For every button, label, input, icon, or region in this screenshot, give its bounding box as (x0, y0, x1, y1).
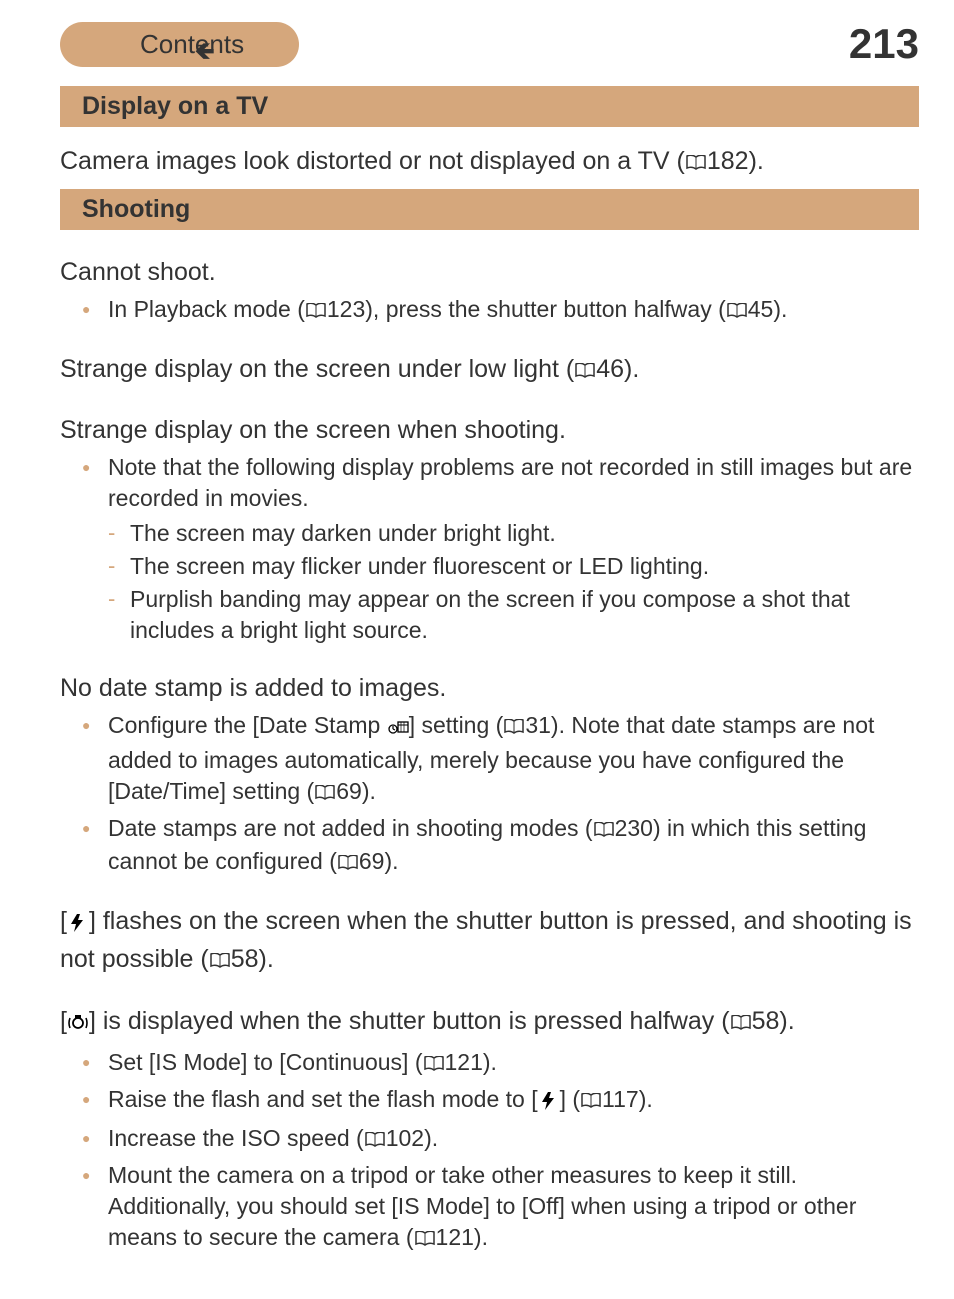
list-item: Note that the following display problems… (60, 452, 919, 646)
page-ref-icon (210, 945, 230, 979)
page-ref[interactable]: 117 (602, 1086, 639, 1112)
page-number: 213 (849, 20, 919, 68)
page-ref-icon (415, 1224, 435, 1255)
page-ref[interactable]: 46 (596, 355, 624, 383)
list-item: In Playback mode ( 123), press the shutte… (60, 294, 919, 327)
text-run: Camera images look distorted or not disp… (60, 147, 685, 175)
list-item: Mount the camera on a tripod or take oth… (60, 1160, 919, 1255)
text-run: In Playback mode ( (108, 296, 305, 322)
text-run: Note that the following display problems… (108, 454, 912, 511)
contents-label: Contents (140, 29, 244, 60)
page-header: 🡸 Contents 213 (60, 20, 919, 68)
text-run: Strange display on the screen under low … (60, 355, 574, 383)
problem-heading: No date stamp is added to images. (60, 672, 919, 706)
text-run: ). (779, 1007, 794, 1035)
text-run: ). (424, 1125, 438, 1151)
page-ref[interactable]: 123 (327, 296, 365, 322)
problem-heading: [ ] is displayed when the shutter button … (60, 1005, 919, 1043)
text-run: ). (639, 1086, 653, 1112)
text-run: Set [IS Mode] to [Continuous] ( (108, 1049, 423, 1075)
text-run: ), press the shutter button halfway ( (365, 296, 726, 322)
list-item: Raise the flash and set the flash mode t… (60, 1084, 919, 1119)
page-ref[interactable]: 69 (359, 848, 385, 874)
text-run: [ (60, 907, 67, 935)
flash-icon (538, 1088, 560, 1119)
page-ref[interactable]: 69 (336, 778, 362, 804)
text-run: ). (624, 355, 639, 383)
page-ref-icon (365, 1125, 385, 1156)
page-ref[interactable]: 31 (525, 712, 551, 738)
list-item: The screen may flicker under fluorescent… (60, 551, 919, 582)
page-ref-icon (731, 1007, 751, 1041)
page-ref-icon (727, 296, 747, 327)
page-ref-icon (581, 1086, 601, 1117)
text-run: ). (384, 848, 398, 874)
text-run: ). (474, 1224, 488, 1250)
text-run: ). (749, 147, 764, 175)
list-item: Increase the ISO speed ( 102). (60, 1123, 919, 1156)
page-ref-icon (338, 848, 358, 879)
text-run: ] is displayed when the shutter button i… (89, 1007, 730, 1035)
bullet-list: Set [IS Mode] to [Continuous] ( 121). Rai… (60, 1047, 919, 1255)
page-ref-icon (575, 355, 595, 389)
text-run: Raise the flash and set the flash mode t… (108, 1086, 538, 1112)
text-run: Date stamps are not added in shooting mo… (108, 815, 593, 841)
section-heading-display-tv: Display on a TV (60, 86, 919, 127)
page-ref[interactable]: 230 (615, 815, 653, 841)
text-run: ). (483, 1049, 497, 1075)
list-item: Purplish banding may appear on the scree… (60, 584, 919, 646)
page-ref-icon (315, 778, 335, 809)
page-ref-icon (594, 815, 614, 846)
section-heading-shooting: Shooting (60, 189, 919, 230)
bullet-list: Configure the [Date Stamp ] setting ( 31)… (60, 710, 919, 879)
list-item: Configure the [Date Stamp ] setting ( 31)… (60, 710, 919, 809)
text-run: [ (60, 1007, 67, 1035)
section-title-text: Display on a TV (82, 92, 268, 120)
page-ref[interactable]: 102 (386, 1125, 424, 1151)
bullet-list: Note that the following display problems… (60, 452, 919, 646)
page-ref[interactable]: 182 (707, 147, 749, 175)
page-ref[interactable]: 58 (231, 945, 259, 973)
problem-heading: Cannot shoot. (60, 256, 919, 290)
list-item: The screen may darken under bright light… (60, 518, 919, 549)
page-ref[interactable]: 121 (445, 1049, 483, 1075)
text-run: ). (773, 296, 787, 322)
page-ref-icon (424, 1049, 444, 1080)
contents-button[interactable]: 🡸 Contents (60, 22, 299, 67)
page-ref-icon (686, 147, 706, 181)
paragraph: Camera images look distorted or not disp… (60, 145, 919, 181)
section-title-text: Shooting (82, 195, 190, 223)
text-run: ] ( (560, 1086, 580, 1112)
back-arrow-icon: 🡸 (195, 34, 215, 75)
dash-list: The screen may darken under bright light… (60, 518, 919, 646)
page-ref[interactable]: 58 (752, 1007, 780, 1035)
flash-icon (67, 909, 89, 943)
page-ref[interactable]: 121 (436, 1224, 474, 1250)
problem-heading: Strange display on the screen when shoot… (60, 414, 919, 448)
date-stamp-icon (387, 714, 409, 745)
manual-page: 🡸 Contents 213 Display on a TV Camera im… (0, 0, 954, 1299)
text-run: ). (362, 778, 376, 804)
page-ref[interactable]: 45 (748, 296, 774, 322)
list-item: Set [IS Mode] to [Continuous] ( 121). (60, 1047, 919, 1080)
list-item: Date stamps are not added in shooting mo… (60, 813, 919, 879)
text-run: ] setting ( (409, 712, 504, 738)
text-run: ). (259, 945, 274, 973)
page-ref-icon (306, 296, 326, 327)
problem-heading: [] flashes on the screen when the shutte… (60, 905, 919, 979)
camera-shake-icon (67, 1009, 89, 1043)
text-run: Configure the [Date Stamp (108, 712, 387, 738)
bullet-list: In Playback mode ( 123), press the shutte… (60, 294, 919, 327)
text-run: ] flashes on the screen when the shutter… (60, 907, 912, 973)
text-run: Increase the ISO speed ( (108, 1125, 364, 1151)
problem-heading: Strange display on the screen under low … (60, 353, 919, 389)
page-ref-icon (504, 712, 524, 743)
